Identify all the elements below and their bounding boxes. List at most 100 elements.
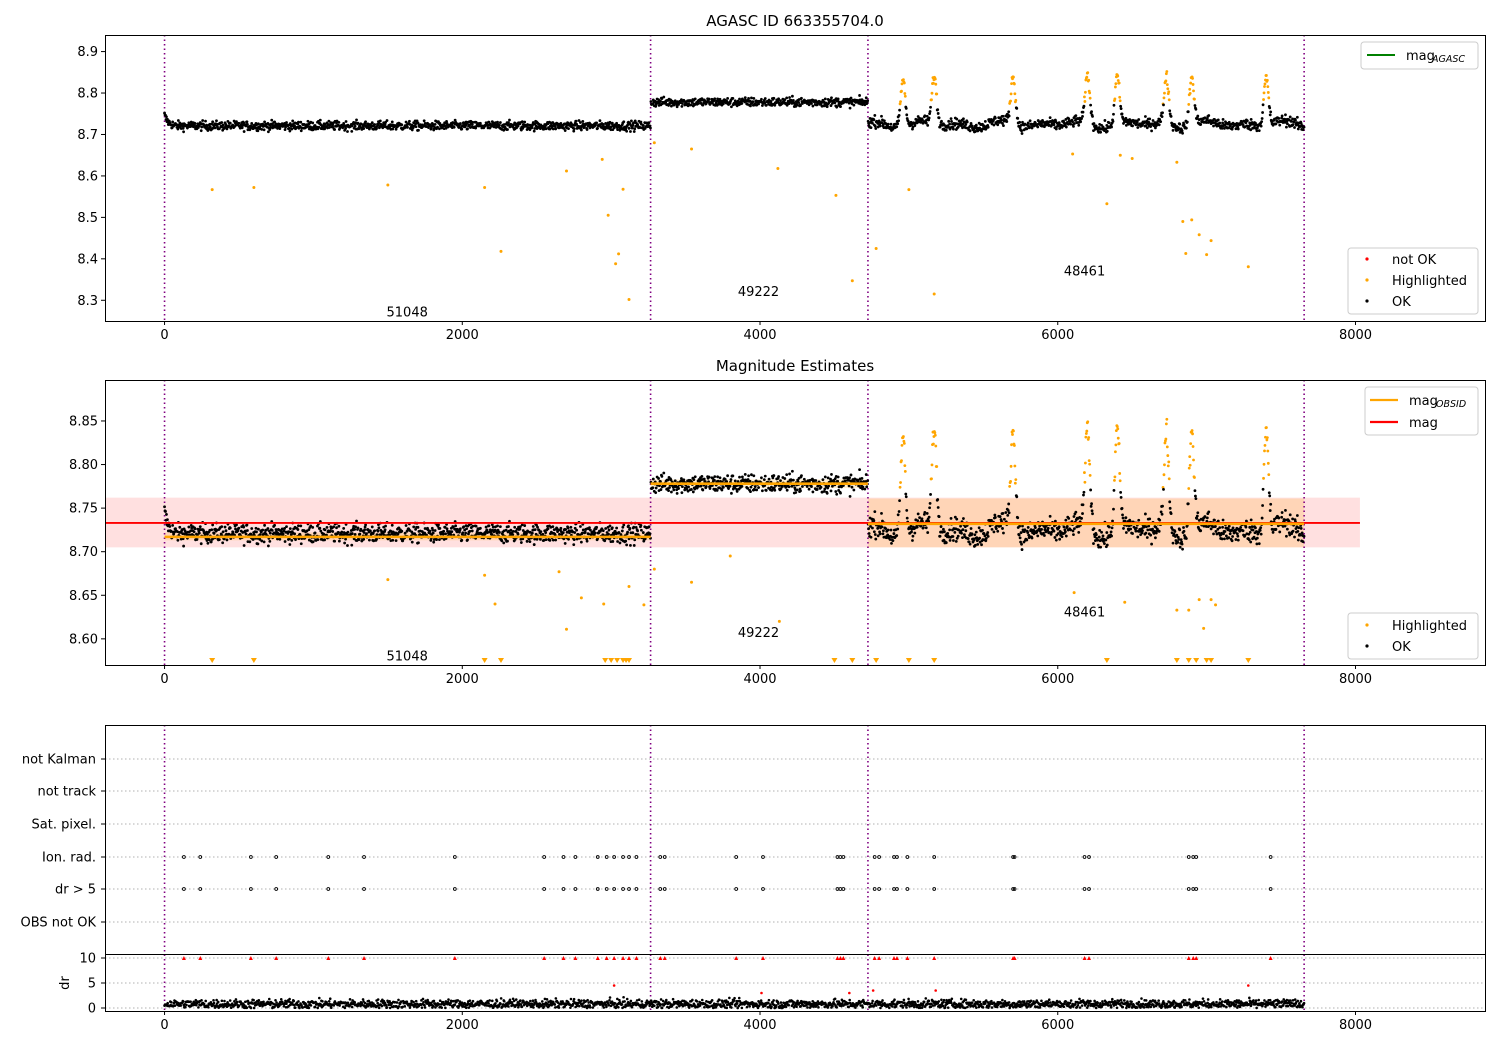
ok-point	[632, 544, 636, 547]
ok-point	[1072, 124, 1075, 128]
ok-point	[1223, 530, 1227, 533]
ok-point	[533, 127, 537, 130]
ok-point	[1227, 524, 1231, 528]
highlighted-point	[1088, 96, 1092, 100]
ok-point	[1158, 518, 1162, 522]
ok-point	[287, 126, 291, 130]
ok-point	[1142, 525, 1146, 529]
ok-point	[876, 534, 880, 538]
ok-point	[923, 114, 927, 118]
ok-point	[1110, 125, 1113, 129]
legend-subscript: AGASC	[1431, 54, 1465, 65]
obsid-label: 51048	[387, 306, 428, 321]
highlighted-point	[493, 602, 497, 606]
ok-point	[1092, 542, 1095, 545]
ok-point	[1020, 542, 1023, 546]
obsid-label: 49222	[738, 285, 779, 300]
obsid-label: 51048	[387, 649, 428, 664]
highlighted-point	[1114, 82, 1118, 86]
ok-point	[690, 488, 693, 491]
highlighted-point	[776, 166, 780, 170]
ok-point	[221, 530, 225, 534]
ok-point	[215, 119, 218, 123]
ok-point	[532, 129, 536, 133]
ok-point	[266, 527, 270, 530]
highlighted-point	[1113, 478, 1116, 482]
ok-point	[728, 484, 732, 488]
ok-point	[984, 539, 988, 543]
ok-point	[1169, 114, 1173, 118]
ok-point	[926, 123, 930, 127]
ok-point	[220, 121, 224, 124]
ok-point	[1287, 519, 1291, 523]
offscale-highlighted-marker	[608, 658, 615, 663]
ok-point	[1236, 534, 1240, 538]
ok-point	[940, 119, 943, 123]
ok-point	[365, 532, 368, 536]
highlighted-point	[1205, 253, 1209, 257]
ok-point	[199, 129, 203, 133]
ok-point	[404, 524, 408, 527]
highlighted-point	[1191, 77, 1194, 80]
ok-point	[227, 124, 231, 128]
ok-point	[956, 534, 960, 538]
ok-point	[982, 532, 986, 535]
highlighted-point	[1114, 443, 1118, 447]
ok-point	[1207, 114, 1211, 117]
ok-point	[920, 517, 924, 521]
ok-point	[1151, 119, 1155, 122]
ok-point	[607, 528, 611, 532]
highlighted-point	[930, 98, 933, 102]
ok-point	[404, 120, 408, 124]
ok-point	[356, 526, 360, 530]
ok-point	[1091, 512, 1094, 516]
ok-point	[999, 524, 1002, 528]
highlighted-point	[850, 279, 854, 283]
ok-point	[1026, 531, 1030, 535]
ok-point	[1213, 518, 1216, 522]
ok-point	[1273, 517, 1276, 521]
ok-point	[926, 531, 930, 534]
ok-point	[313, 531, 317, 535]
ok-point	[1209, 527, 1213, 531]
ok-point	[880, 525, 884, 529]
ok-point	[198, 525, 202, 529]
ok-point	[859, 480, 863, 483]
ok-point	[735, 490, 739, 493]
ok-point	[1064, 518, 1068, 522]
ok-point	[1111, 519, 1114, 523]
ok-point	[443, 525, 447, 529]
ok-point	[1148, 117, 1152, 121]
ok-point	[1261, 111, 1264, 114]
ok-point	[1301, 540, 1305, 544]
ok-point	[877, 524, 881, 528]
ok-point	[478, 526, 482, 530]
ok-point	[254, 526, 258, 530]
legend-label: OK	[1392, 640, 1411, 655]
ok-point	[779, 487, 783, 491]
ok-point	[364, 120, 367, 124]
ok-point	[328, 529, 332, 533]
highlighted-point	[834, 193, 838, 197]
ok-point	[427, 126, 430, 129]
ok-point	[242, 121, 246, 125]
highlighted-point	[934, 82, 938, 86]
ok-point	[721, 485, 725, 489]
ok-point	[1069, 528, 1073, 532]
ok-point	[1099, 130, 1103, 134]
ok-point	[788, 96, 791, 99]
x-tick-label: 2000	[446, 672, 479, 687]
ok-point	[953, 515, 957, 519]
highlighted-point	[1086, 420, 1090, 424]
highlighted-point	[930, 463, 934, 467]
ok-point	[1120, 112, 1124, 116]
legend-point-swatch	[1365, 299, 1369, 303]
highlighted-point	[1263, 85, 1266, 88]
ok-point	[849, 473, 853, 477]
ok-point	[729, 478, 733, 481]
highlighted-point	[1165, 445, 1169, 449]
ok-point	[337, 539, 341, 543]
highlighted-point	[1193, 476, 1196, 479]
